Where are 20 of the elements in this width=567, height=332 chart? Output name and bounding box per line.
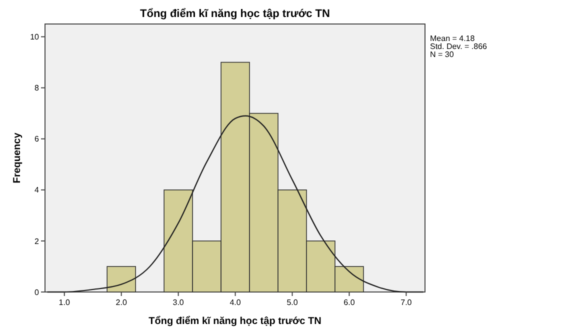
text: Mean = 4.18	[430, 34, 476, 43]
x-tick-label: 6.0	[344, 298, 356, 307]
text: Std. Dev. = .866	[430, 42, 488, 51]
chart-title: Tổng điểm kĩ năng học tập trước TN	[140, 8, 330, 20]
x-tick-label: 3.0	[172, 298, 184, 307]
y-tick-label: 6	[34, 134, 40, 144]
y-tick-label: 0	[34, 288, 40, 297]
y-tick-label: 8	[34, 84, 40, 93]
x-tick-label: 5.0	[286, 298, 298, 307]
x-tick-label: 4.0	[230, 298, 242, 307]
y-axis-title: Frequency	[12, 132, 23, 184]
y-tick-label: 4	[34, 186, 40, 195]
y-tick-label: 2	[34, 236, 40, 246]
y-tick-label: 10	[30, 32, 40, 42]
x-axis-title: Tổng điểm kĩ năng học tập trước TN	[148, 315, 322, 327]
line-series	[46, 115, 424, 293]
text: N = 30	[430, 50, 454, 59]
x-tick-label: 7.0	[400, 298, 412, 307]
x-tick-label: 2.0	[116, 298, 128, 307]
x-tick-label: 1.0	[58, 298, 70, 307]
